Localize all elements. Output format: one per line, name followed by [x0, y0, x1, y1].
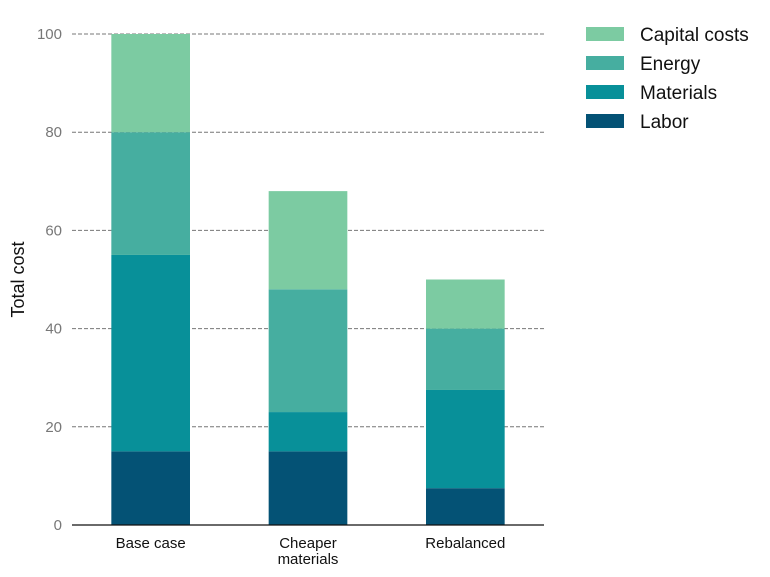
x-tick-label: Cheaper materials [278, 535, 339, 568]
legend-swatch [586, 56, 624, 70]
y-tick-label: 20 [45, 419, 62, 436]
legend-swatch [586, 114, 624, 128]
bar-segment [111, 451, 190, 525]
x-tick-labels: Base case Cheaper materials Rebalanced [116, 535, 506, 568]
y-axis-title: Total cost [8, 241, 28, 317]
y-tick-labels: 0 20 40 60 80 100 [37, 26, 62, 534]
bar-segment [111, 132, 190, 255]
bar-segment [426, 328, 505, 390]
bar-segment [268, 451, 348, 525]
legend-swatch [586, 27, 624, 41]
bar-segment [111, 254, 190, 452]
bars [111, 34, 505, 525]
legend-swatch [586, 85, 624, 99]
x-tick-label: Rebalanced [425, 535, 505, 552]
y-tick-label: 40 [45, 321, 62, 338]
bar-segment [426, 279, 505, 329]
legend: Capital costs Energy Materials Labor [586, 25, 749, 133]
bar-segment [426, 389, 505, 489]
legend-label: Labor [640, 112, 689, 133]
bar-segment [111, 34, 190, 133]
bar-segment [268, 191, 348, 290]
bar-segment [268, 289, 348, 413]
y-tick-label: 100 [37, 26, 62, 43]
y-tick-label: 80 [45, 124, 62, 141]
y-tick-label: 60 [45, 222, 62, 239]
legend-label: Materials [640, 83, 717, 104]
bar-segment [426, 488, 505, 525]
legend-label: Energy [640, 54, 701, 75]
bar-segment [268, 412, 348, 452]
y-tick-label: 0 [54, 517, 62, 534]
x-tick-label: Base case [116, 535, 186, 552]
legend-label: Capital costs [640, 25, 749, 46]
